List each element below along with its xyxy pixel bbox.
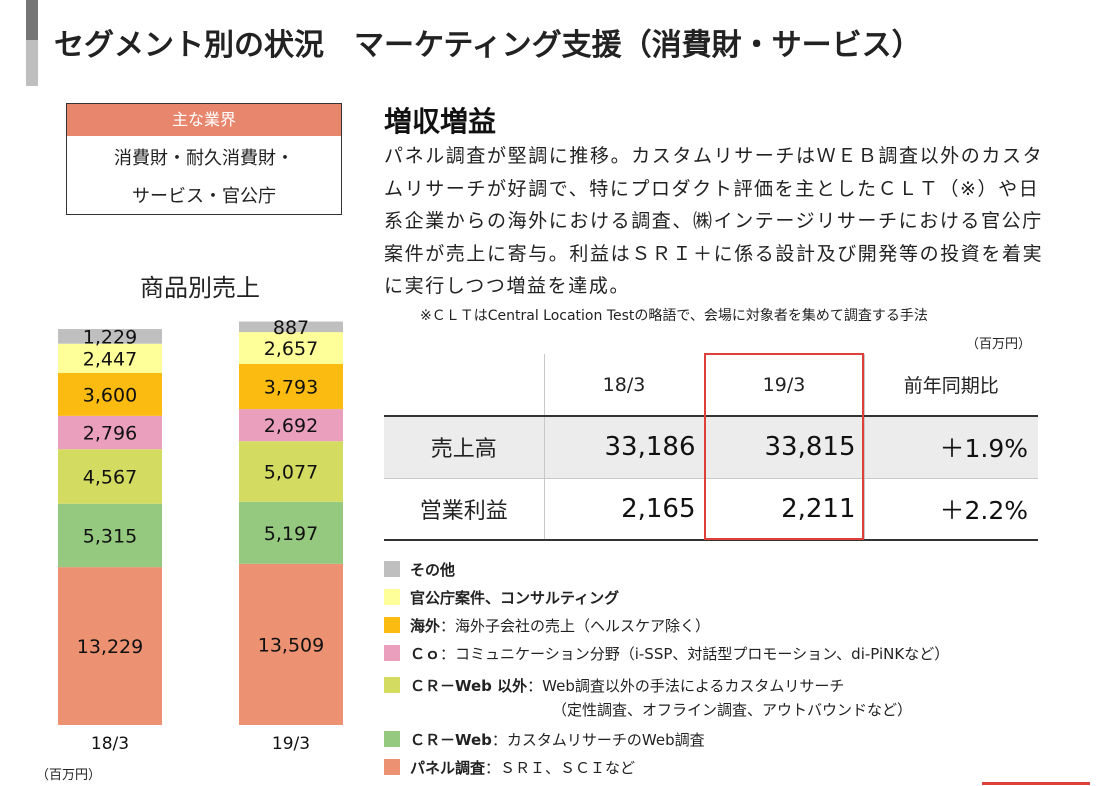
legend-swatch	[384, 617, 400, 633]
legend-desc: ：Web調査以外の手法によるカスタムリサーチ	[527, 677, 845, 695]
x-axis-label: 19/3	[272, 734, 310, 754]
bar-value-label: 1,229	[83, 326, 137, 348]
legend-item-cr-web: ＣＲ－Web：カスタムリサーチのWeb調査	[384, 727, 1064, 755]
table-header-19-3: 19/3	[703, 354, 864, 417]
legend-label: 海外	[410, 617, 441, 635]
industry-heading: 主な業界	[67, 104, 341, 136]
bar-segment-18-3-1	[58, 503, 162, 568]
page-title: セグメント別の状況 マーケティング支援（消費財・サービス）	[54, 28, 922, 63]
industry-list: 消費財・耐久消費財・ サービス・官公庁	[67, 136, 341, 216]
industry-box: 主な業界 消費財・耐久消費財・ サービス・官公庁	[66, 103, 342, 215]
bar-segment-18-3-2	[58, 449, 162, 504]
clt-footnote: ※ＣＬＴはCentral Location Testの略語で、会場に対象者を集め…	[420, 308, 928, 324]
legend-subdesc: （定性調査、オフライン調査、アウトバウンドなど）	[552, 701, 913, 719]
legend-swatch	[384, 677, 400, 693]
bar-value-label: 3,793	[264, 376, 318, 398]
bar-value-label: 2,796	[83, 423, 137, 445]
legend-label: 官公庁案件、コンサルティング	[410, 589, 620, 607]
legend-item-other: その他	[384, 557, 1064, 585]
bar-value-label: 5,315	[83, 525, 137, 547]
table-header-blank	[384, 354, 544, 417]
legend-label: ＣＲ－Web 以外	[410, 677, 528, 695]
table-header-row: 18/3 19/3 前年同期比	[384, 354, 1038, 417]
bar-segment-18-3-6	[58, 329, 162, 344]
bar-segment-18-3-0	[58, 567, 162, 725]
summary-text: パネル調査が堅調に推移。カスタムリサーチはＷＥＢ調査以外のカスタムリサーチが好調…	[384, 145, 1044, 297]
legend-swatch	[384, 731, 400, 747]
financial-table: 18/3 19/3 前年同期比 売上高 33,186 33,815 ＋1.9% …	[384, 354, 1038, 541]
bar-segment-19-3-1	[239, 501, 343, 564]
legend-desc: ：コミュニケーション分野（i-SSP、対話型プロモーション、di-PiNKなど）	[440, 645, 950, 663]
bar-value-label: 13,229	[77, 636, 143, 658]
legend-item-overseas: 海外：海外子会社の売上（ヘルスケア除く）	[384, 613, 1064, 641]
sales-18-3: 33,186	[543, 416, 704, 479]
bar-value-label: 887	[273, 317, 309, 339]
chart-unit-label: （百万円）	[36, 768, 102, 783]
legend-label: ＣＲ－Web	[410, 731, 492, 749]
sales-19-3: 33,815	[703, 416, 864, 479]
bar-value-label: 5,197	[264, 523, 318, 545]
legend-label: Ｃｏ	[410, 645, 441, 663]
table-row-sales: 売上高 33,186 33,815 ＋1.9%	[384, 416, 1038, 479]
legend-desc: ：ＳＲＩ、ＳＣＩなど	[485, 759, 636, 777]
profit-yoy: ＋2.2%	[863, 478, 1038, 541]
bar-segment-19-3-6	[239, 321, 343, 333]
profit-18-3: 2,165	[543, 478, 704, 541]
bar-segment-19-3-3	[239, 409, 343, 442]
bar-segment-18-3-5	[58, 343, 162, 373]
bar-value-label: 5,077	[264, 461, 318, 483]
bar-value-label: 3,600	[83, 384, 137, 406]
legend-item-co: Ｃｏ：コミュニケーション分野（i-SSP、対話型プロモーション、di-PiNKな…	[384, 641, 1064, 669]
bar-segment-18-3-4	[58, 372, 162, 416]
industry-line-2: サービス・官公庁	[132, 186, 276, 207]
legend-swatch	[384, 645, 400, 661]
table-header-18-3: 18/3	[543, 354, 704, 417]
legend-desc: ：カスタムリサーチのWeb調査	[491, 731, 705, 749]
title-accent-bar-dark	[26, 0, 38, 40]
sales-yoy: ＋1.9%	[863, 416, 1038, 479]
row-label-sales: 売上高	[384, 416, 544, 479]
x-axis-label: 18/3	[91, 734, 129, 754]
industry-line-1: 消費財・耐久消費財・	[114, 148, 294, 169]
table-unit-label: （百万円）	[966, 337, 1032, 352]
summary-headline: 増収増益	[384, 105, 497, 138]
table-header-yoy: 前年同期比	[863, 354, 1038, 417]
legend-item-cr-non-web: ＣＲ－Web 以外：Web調査以外の手法によるカスタムリサーチ （定性調査、オフ…	[384, 673, 1064, 727]
bar-segment-19-3-4	[239, 363, 343, 410]
chart-legend: その他 官公庁案件、コンサルティング 海外：海外子会社の売上（ヘルスケア除く） …	[384, 557, 1064, 783]
profit-19-3: 2,211	[703, 478, 864, 541]
legend-item-panel: パネル調査：ＳＲＩ、ＳＣＩなど	[384, 755, 1064, 783]
legend-desc: ：海外子会社の売上（ヘルスケア除く）	[440, 617, 711, 635]
legend-label: パネル調査	[410, 759, 486, 777]
legend-item-government: 官公庁案件、コンサルティング	[384, 585, 1064, 613]
bar-segment-19-3-5	[239, 332, 343, 364]
bar-value-label: 2,692	[264, 415, 318, 437]
legend-swatch	[384, 589, 400, 605]
footer-accent-line	[982, 782, 1090, 785]
bar-value-label: 2,447	[83, 348, 137, 370]
bar-segment-18-3-3	[58, 415, 162, 450]
bar-value-label: 4,567	[83, 466, 137, 488]
bar-segment-19-3-2	[239, 441, 343, 502]
chart-title: 商品別売上	[140, 274, 260, 302]
bar-segment-19-3-0	[239, 563, 343, 725]
bar-value-label: 13,509	[258, 634, 324, 656]
legend-label: その他	[410, 561, 456, 579]
legend-swatch	[384, 759, 400, 775]
row-label-operating-profit: 営業利益	[384, 478, 544, 541]
title-accent-bar-light	[26, 40, 38, 86]
table-row-operating-profit: 営業利益 2,165 2,211 ＋2.2%	[384, 478, 1038, 541]
legend-swatch	[384, 561, 400, 577]
bar-value-label: 2,657	[264, 338, 318, 360]
highlight-19-3-column	[704, 353, 864, 540]
